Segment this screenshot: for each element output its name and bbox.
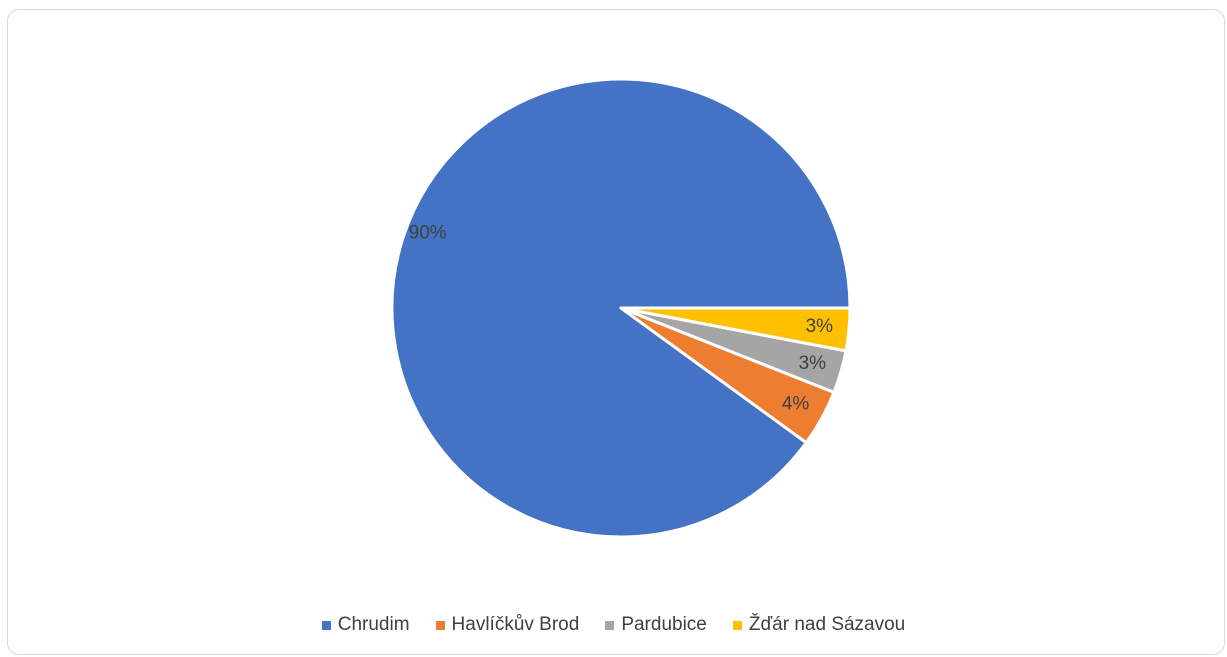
pie-data-labels: 90% 4% 3% 3% bbox=[409, 223, 833, 415]
pie-slice-zdar-nad-sazavou bbox=[619, 306, 852, 353]
legend-swatch bbox=[321, 620, 331, 630]
legend-label: Chrudim bbox=[337, 614, 410, 635]
legend-swatch bbox=[732, 620, 742, 630]
data-label-2: 3% bbox=[799, 353, 827, 374]
legend-item: Žďár nad Sázavou bbox=[732, 614, 906, 636]
legend-label: Havlíčkův Brod bbox=[451, 614, 580, 635]
data-label-1: 4% bbox=[782, 394, 810, 415]
data-label-3: 3% bbox=[806, 316, 834, 337]
legend-swatch bbox=[605, 620, 615, 630]
pie-slices bbox=[390, 77, 852, 539]
legend-item: Chrudim bbox=[321, 614, 410, 636]
legend-label: Pardubice bbox=[621, 614, 707, 635]
data-label-0: 90% bbox=[409, 223, 447, 244]
legend-item: Havlíčkův Brod bbox=[435, 614, 580, 636]
legend-swatch bbox=[435, 620, 445, 630]
chart-legend: Chrudim Havlíčkův Brod Pardubice Žďár nad S… bbox=[0, 614, 1227, 636]
legend-item: Pardubice bbox=[605, 614, 707, 636]
legend-label: Žďár nad Sázavou bbox=[748, 614, 906, 635]
